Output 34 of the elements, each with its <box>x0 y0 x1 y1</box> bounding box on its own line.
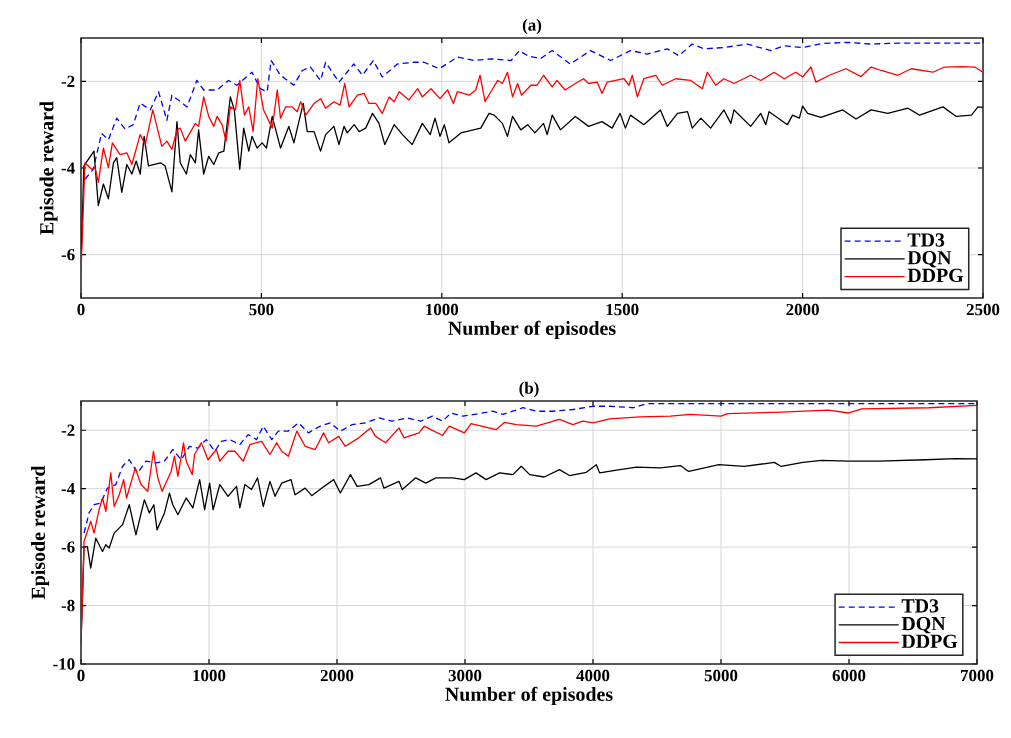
legend-label: DQN <box>907 251 952 268</box>
x-tick-label: 3000 <box>448 669 482 682</box>
legend-label: DDPG <box>907 268 964 283</box>
x-tick-label: 0 <box>77 669 85 682</box>
legend-label: TD3 <box>907 233 945 247</box>
legend-label: DDPG <box>901 634 958 649</box>
x-tick-label: 500 <box>249 303 274 316</box>
x-tick-label: 6000 <box>832 669 866 682</box>
y-tick-label: -2 <box>61 424 75 436</box>
y-axis-title: Episode reward <box>31 465 50 600</box>
legend-label: TD3 <box>901 599 939 613</box>
y-axis-title: Episode reward <box>39 101 58 235</box>
x-tick-label: 1000 <box>426 303 459 316</box>
y-tick-label: -4 <box>61 483 75 495</box>
x-tick-label: 4000 <box>576 669 610 682</box>
y-tick-label: -8 <box>61 599 75 612</box>
y-tick-label: -6 <box>61 541 75 553</box>
x-tick-label: 5000 <box>704 669 738 682</box>
x-tick-label: 2500 <box>966 303 1000 316</box>
y-tick-label: -10 <box>53 658 75 670</box>
y-tick-label: -4 <box>61 162 75 174</box>
y-tick-label: -6 <box>61 248 75 261</box>
x-tick-label: 0 <box>77 303 85 316</box>
legend-label: DQN <box>901 616 946 634</box>
x-axis-title: Number of episodes <box>445 686 613 706</box>
x-tick-label: 1000 <box>193 669 226 682</box>
x-tick-label: 7000 <box>961 669 994 682</box>
x-axis-title: Number of episodes <box>448 320 616 340</box>
chart-title: (a) <box>522 18 542 35</box>
y-tick-label: -2 <box>61 75 75 87</box>
x-tick-label: 2000 <box>320 669 354 682</box>
x-tick-label: 1500 <box>606 303 639 316</box>
x-tick-label: 2000 <box>786 303 819 316</box>
chart-title: (b) <box>519 381 539 398</box>
